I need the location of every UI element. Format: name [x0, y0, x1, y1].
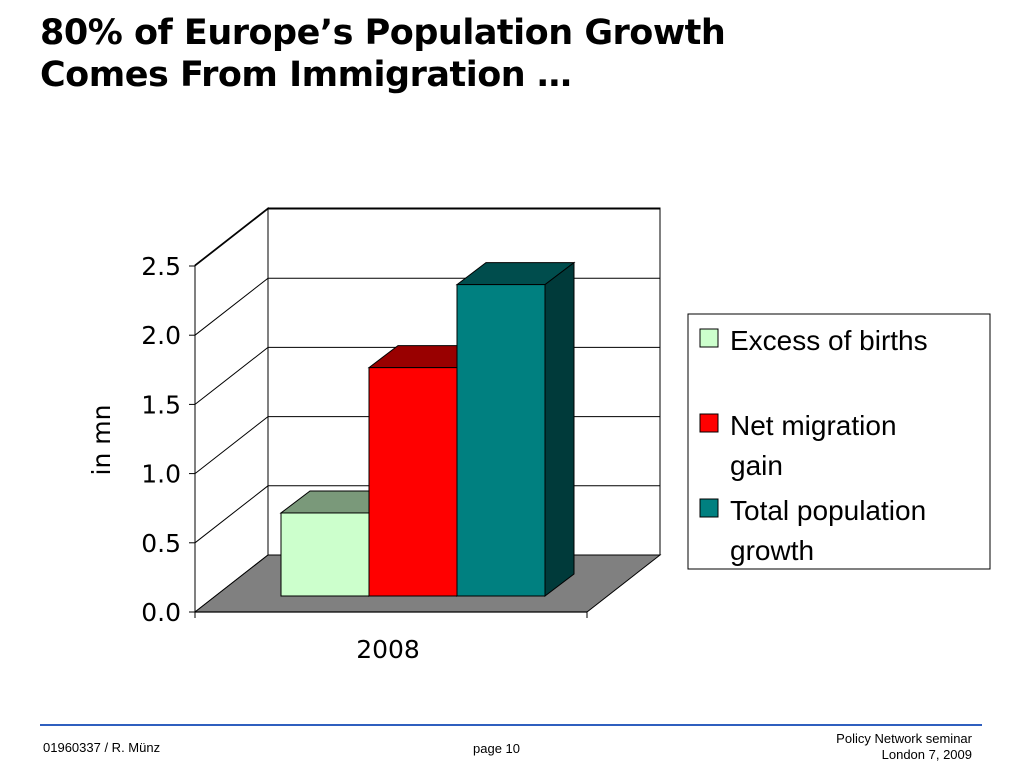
legend-label: Net migration — [730, 410, 897, 441]
slide-title-line-2: Comes From Immigration … — [40, 55, 572, 95]
footer-event-date: London 7, 2009 — [881, 747, 972, 762]
legend-swatch — [699, 413, 719, 433]
slide-title: 80% of Europe’s Population Growth Comes … — [40, 12, 940, 96]
footer-divider — [40, 724, 982, 726]
x-category-label: 2008 — [356, 635, 420, 664]
bar — [456, 284, 546, 597]
footer-event-name: Policy Network seminar — [836, 731, 972, 746]
y-axis-label: in mn — [87, 405, 116, 476]
legend-swatch — [699, 498, 719, 518]
bar-side — [544, 261, 575, 598]
legend-label: Total population — [730, 495, 926, 526]
footer-page-number: page 10 — [473, 741, 520, 756]
legend-box — [687, 313, 991, 570]
legend-label: gain — [730, 450, 783, 481]
y-tick-label: 0.0 — [141, 598, 181, 627]
legend-swatch — [699, 328, 719, 348]
y-tick-label: 0.5 — [141, 529, 181, 558]
bar — [280, 512, 370, 597]
footer-event: Policy Network seminar London 7, 2009 — [836, 731, 972, 763]
legend-label: growth — [730, 535, 814, 566]
slide-title-line-1: 80% of Europe’s Population Growth — [40, 13, 726, 53]
gridline — [194, 208, 660, 267]
bar — [368, 367, 458, 597]
chart-side-wall — [194, 206, 269, 614]
y-tick-label: 2.5 — [141, 252, 181, 281]
footer-author: 01960337 / R. Münz — [43, 740, 161, 755]
y-tick-label: 1.5 — [141, 390, 181, 419]
y-tick-label: 1.0 — [141, 460, 181, 489]
y-tick-label: 2.0 — [141, 321, 181, 350]
legend-label: Excess of births — [730, 325, 928, 356]
